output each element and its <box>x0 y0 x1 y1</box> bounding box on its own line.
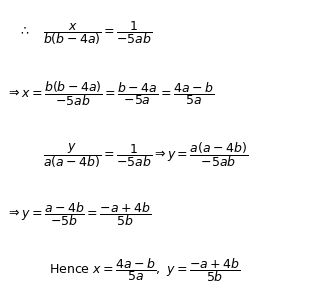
Text: $\therefore \quad \dfrac{x}{b(b-4a)} = \dfrac{1}{-5ab}$: $\therefore \quad \dfrac{x}{b(b-4a)} = \… <box>18 19 153 47</box>
Text: $\Rightarrow y = \dfrac{a-4b}{-5b} = \dfrac{-a+4b}{5b}$: $\Rightarrow y = \dfrac{a-4b}{-5b} = \df… <box>6 200 151 228</box>
Text: $\Rightarrow x = \dfrac{b(b-4a)}{-5ab} = \dfrac{b-4a}{-5a} = \dfrac{4a-b}{5a}$: $\Rightarrow x = \dfrac{b(b-4a)}{-5ab} =… <box>6 80 215 109</box>
Text: $\mathrm{Hence}\ x = \dfrac{4a-b}{5a},\ y = \dfrac{-a+4b}{5b}$: $\mathrm{Hence}\ x = \dfrac{4a-b}{5a},\ … <box>49 256 240 284</box>
Text: $\dfrac{y}{a(a-4b)} = \dfrac{1}{-5ab} \Rightarrow y = \dfrac{a(a-4b)}{-5ab}$: $\dfrac{y}{a(a-4b)} = \dfrac{1}{-5ab} \R… <box>42 140 248 170</box>
